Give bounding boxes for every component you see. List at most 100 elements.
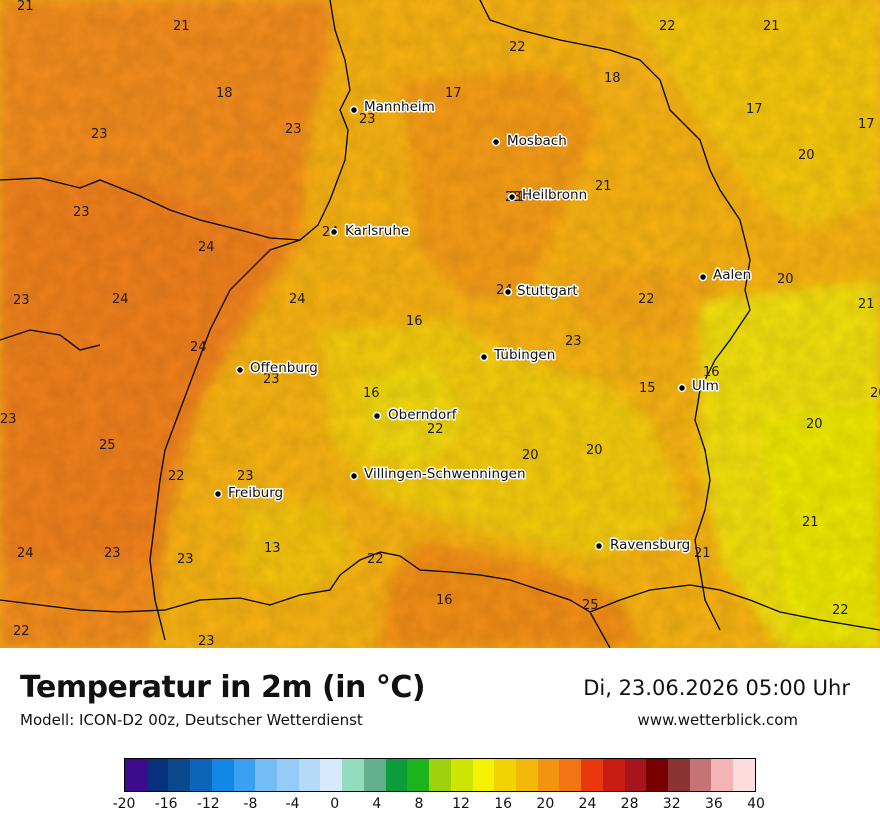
city-label-halo: Ravensburg (610, 537, 690, 553)
legend-swatch (255, 758, 278, 792)
city-label: Heilbronn (522, 187, 587, 203)
legend-swatch (407, 758, 430, 792)
legend-swatch (450, 758, 473, 792)
city-dot (349, 471, 359, 481)
city-markers: Mannheim Mannheim Mosbach Mosbach Heilbr… (213, 98, 753, 555)
temp-value: 24 (112, 292, 129, 307)
legend-tick-label: 40 (747, 796, 765, 812)
temp-value: 20 (798, 148, 815, 163)
legend-swatch (277, 758, 299, 792)
temp-value: 21 (694, 546, 711, 561)
legend-swatch (233, 758, 256, 792)
city-label: Stuttgart (517, 283, 578, 299)
legend-swatch (168, 758, 191, 792)
legend-swatch (689, 758, 712, 792)
city-label-halo: Oberndorf (388, 407, 458, 423)
city-label-halo: Freiburg (228, 485, 283, 501)
temp-value: 21 (763, 19, 780, 34)
temp-value: 16 (436, 593, 453, 608)
legend-tick-label: 32 (662, 796, 681, 812)
temp-value: 23 (73, 205, 90, 220)
temp-value: 23 (237, 469, 254, 484)
legend-swatch (190, 758, 212, 792)
temp-value: 22 (13, 624, 30, 639)
map-title: Temperatur in 2m (in °C) (20, 670, 426, 705)
temp-value: 21 (17, 0, 34, 14)
legend-swatch (711, 758, 734, 792)
temp-value: 20 (870, 386, 880, 401)
city-dot (677, 383, 687, 393)
city-label: Tübingen (493, 347, 555, 363)
temp-value: 24 (17, 546, 34, 561)
temp-value: 17 (445, 86, 462, 101)
temp-value: 20 (777, 272, 794, 287)
legend-tick-label: 24 (578, 796, 597, 812)
legend-swatch (646, 758, 668, 792)
city-dot (349, 105, 359, 115)
city-marker: Tübingen Tübingen (479, 346, 557, 365)
legend-swatch (146, 758, 169, 792)
temperature-map: 21 21 22 21 22 18 17 23 23 18 17 17 20 2… (0, 0, 880, 648)
temp-value: 16 (406, 314, 423, 329)
city-marker: Heilbronn Heilbronn (507, 186, 589, 205)
legend-tick-label: -16 (154, 796, 178, 812)
legend-swatch (363, 758, 386, 792)
city-marker: Mosbach Mosbach (491, 132, 568, 151)
legend-tick-label: -8 (243, 796, 258, 812)
legend-swatch (537, 758, 560, 792)
legend-tick-label: 20 (536, 796, 555, 812)
city-marker: Mannheim Mannheim (349, 98, 436, 117)
city-label-halo: Villingen-Schwenningen (364, 466, 526, 482)
temp-value: 16 (363, 386, 380, 401)
legend-tick-label: -20 (112, 796, 136, 812)
city-label: Freiburg (228, 485, 283, 501)
temp-value: 17 (858, 117, 875, 132)
city-marker: Offenburg Offenburg (235, 359, 319, 378)
city-dot (329, 227, 339, 237)
city-marker: Ulm Ulm (677, 377, 720, 396)
city-marker: Karlsruhe Karlsruhe (329, 222, 411, 241)
website-credit: www.wetterblick.com (637, 711, 798, 729)
temp-value: 21 (173, 19, 190, 34)
city-marker: Ravensburg Ravensburg (594, 536, 692, 555)
legend-tick-label: 0 (330, 796, 340, 812)
temp-value: 24 (289, 292, 306, 307)
city-label: Karlsruhe (345, 223, 409, 239)
temp-value: 23 (0, 412, 17, 427)
color-scale-legend (124, 758, 756, 792)
temp-value: 18 (216, 86, 233, 101)
legend-swatch (559, 758, 582, 792)
city-label: Mannheim (364, 99, 435, 115)
temp-value: 18 (604, 71, 621, 86)
temp-value: 22 (638, 292, 655, 307)
temp-value: 20 (806, 417, 823, 432)
city-label: Offenburg (250, 360, 318, 376)
city-label-halo: Mosbach (507, 133, 567, 149)
legend-tick-label: 28 (620, 796, 639, 812)
city-label: Ravensburg (610, 537, 690, 553)
temp-value: 20 (522, 448, 539, 463)
temp-value: 13 (264, 541, 281, 556)
temp-value: 23 (263, 372, 280, 387)
legend-swatch (602, 758, 625, 792)
temp-value: 22 (168, 469, 185, 484)
city-dot (479, 352, 489, 362)
city-marker: Freiburg Freiburg (213, 484, 285, 503)
temp-value: 21 (802, 515, 819, 530)
city-marker: Villingen-Schwenningen Villingen-Schwenn… (349, 465, 527, 484)
legend-swatch (624, 758, 647, 792)
temp-value: 22 (367, 552, 384, 567)
color-scale-ticks: -20 -16 -12 -8 -4 0 4 8 12 16 20 24 28 32 36 40 (113, 796, 765, 816)
legend-swatch (385, 758, 408, 792)
temp-value: 23 (13, 293, 30, 308)
temp-value: 22 (832, 603, 849, 618)
legend-swatch (342, 758, 364, 792)
city-label-halo: Mannheim (364, 99, 435, 115)
legend-tick-label: 8 (414, 796, 424, 812)
city-dot (594, 541, 604, 551)
temp-value: 23 (198, 634, 215, 648)
temp-value: 21 (595, 179, 612, 194)
city-label-halo: Stuttgart (517, 283, 578, 299)
model-credit: Modell: ICON-D2 00z, Deutscher Wetterdie… (20, 711, 363, 729)
city-dot (213, 489, 223, 499)
